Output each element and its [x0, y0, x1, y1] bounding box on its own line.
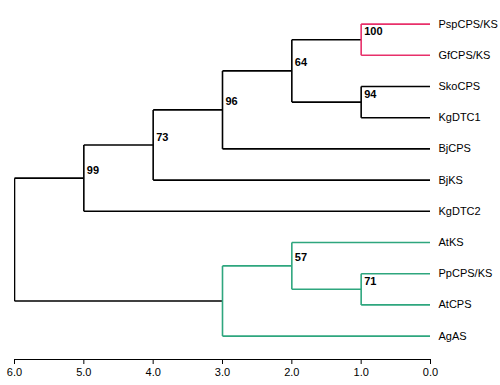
svg-text:96: 96 — [226, 95, 238, 107]
svg-text:AtKS: AtKS — [439, 236, 464, 248]
svg-text:94: 94 — [364, 88, 377, 100]
svg-text:PpCPS/KS: PpCPS/KS — [439, 267, 493, 279]
svg-text:AtCPS: AtCPS — [439, 298, 472, 310]
svg-text:GfCPS/KS: GfCPS/KS — [439, 49, 491, 61]
svg-text:73: 73 — [156, 131, 168, 143]
svg-text:57: 57 — [295, 251, 307, 263]
svg-text:0.0: 0.0 — [423, 366, 438, 378]
svg-text:KgDTC2: KgDTC2 — [439, 205, 481, 217]
svg-text:5.0: 5.0 — [76, 366, 91, 378]
svg-text:99: 99 — [87, 164, 99, 176]
svg-text:6.0: 6.0 — [7, 366, 22, 378]
svg-text:100: 100 — [364, 25, 382, 37]
svg-text:KgDTC1: KgDTC1 — [439, 111, 481, 123]
svg-text:SkoCPS: SkoCPS — [439, 80, 481, 92]
svg-text:4.0: 4.0 — [146, 366, 161, 378]
svg-text:PspCPS/KS: PspCPS/KS — [439, 18, 498, 30]
svg-text:AgAS: AgAS — [439, 330, 467, 342]
svg-text:BjKS: BjKS — [439, 174, 463, 186]
svg-text:3.0: 3.0 — [215, 366, 230, 378]
svg-text:71: 71 — [364, 275, 376, 287]
svg-text:BjCPS: BjCPS — [439, 142, 471, 154]
svg-text:2.0: 2.0 — [284, 366, 299, 378]
svg-text:1.0: 1.0 — [354, 366, 369, 378]
svg-text:64: 64 — [295, 56, 308, 68]
